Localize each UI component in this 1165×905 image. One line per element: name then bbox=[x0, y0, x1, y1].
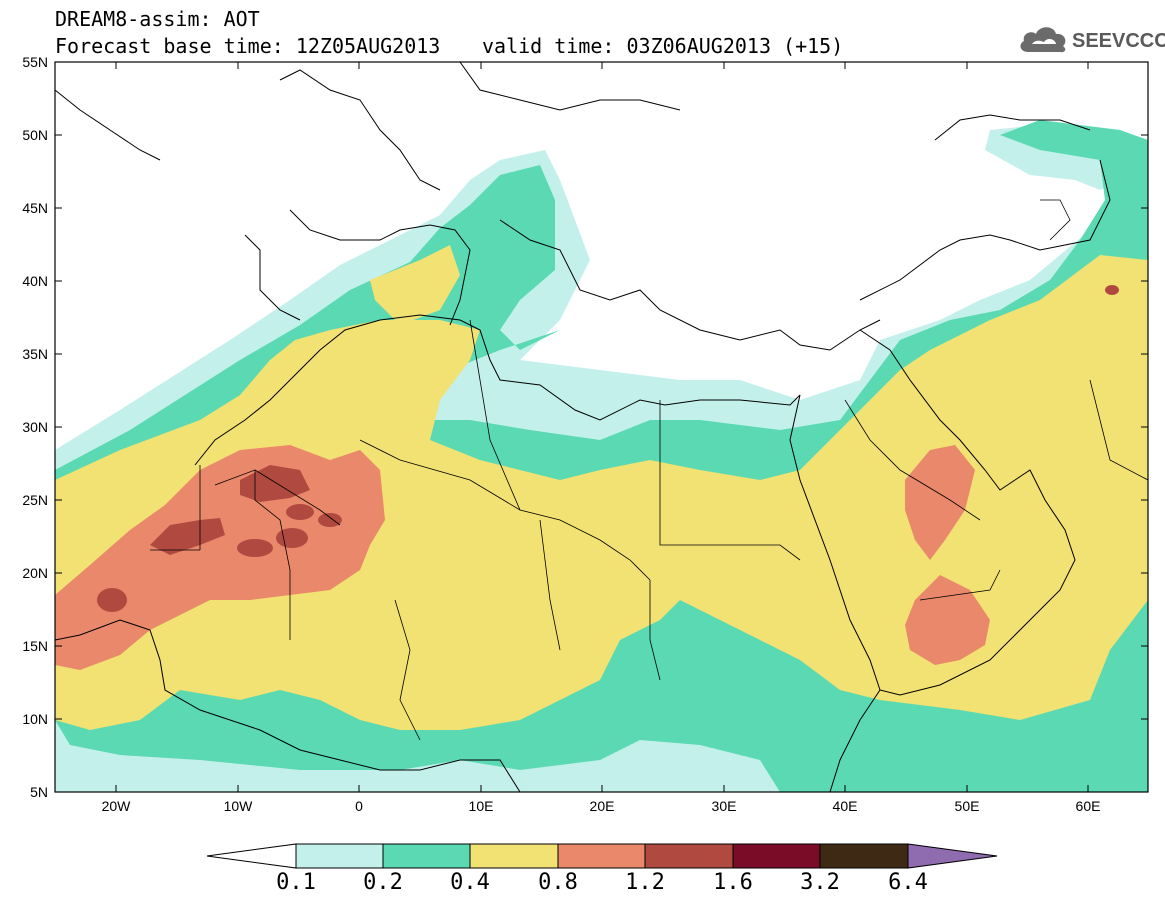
colorbar-label-1.2: 1.2 bbox=[625, 870, 665, 895]
colorbar-segment-1.2 bbox=[644, 843, 734, 869]
colorbar-label-3.2: 3.2 bbox=[800, 870, 840, 895]
lon-label-40e: 40E bbox=[832, 798, 858, 814]
axis-ticks bbox=[55, 61, 1148, 792]
seevccc-logo: SEEVCCC bbox=[1018, 22, 1165, 58]
colorbar-segment-0.8 bbox=[557, 843, 646, 869]
lat-label-20n: 20N bbox=[22, 565, 48, 581]
lon-label-50e: 50E bbox=[954, 798, 980, 814]
lon-label-20e: 20E bbox=[589, 798, 615, 814]
lon-label-10e: 10E bbox=[468, 798, 494, 814]
lon-label-10w: 10W bbox=[223, 798, 253, 814]
colorbar-high-arrow bbox=[907, 843, 998, 869]
lat-label-55n: 55N bbox=[22, 54, 48, 70]
colorbar-segment-1.6 bbox=[732, 843, 821, 869]
lat-label-5n: 5N bbox=[30, 784, 48, 800]
lon-label-60e: 60E bbox=[1075, 798, 1101, 814]
colorbar-segment-3.2 bbox=[819, 843, 909, 869]
aot-band-0.8 bbox=[55, 445, 990, 670]
colorbar-segment-0.4 bbox=[469, 843, 559, 869]
cloud-icon bbox=[1020, 27, 1066, 53]
title-line-2: Forecast base time: 12Z05AUG2013 bbox=[55, 34, 441, 58]
colorbar-label-0.1: 0.1 bbox=[276, 870, 316, 895]
colorbar-label-0.2: 0.2 bbox=[363, 870, 403, 895]
colorbar-label-0.8: 0.8 bbox=[538, 870, 578, 895]
colorbar-label-0.4: 0.4 bbox=[450, 870, 490, 895]
lon-label-20w: 20W bbox=[101, 798, 131, 814]
valid-time: valid time: 03Z06AUG2013 (+15) bbox=[482, 34, 844, 58]
colorbar-segment-0.1 bbox=[295, 843, 384, 869]
colorbar-low-arrow bbox=[206, 843, 297, 869]
colorbar-label-6.4: 6.4 bbox=[888, 870, 928, 895]
lat-label-45n: 45N bbox=[22, 200, 48, 216]
lat-label-50n: 50N bbox=[22, 127, 48, 143]
logo-text: SEEVCCC bbox=[1072, 30, 1165, 52]
colorbar-segment-0.2 bbox=[382, 843, 471, 869]
lat-label-40n: 40N bbox=[22, 273, 48, 289]
lon-label-30e: 30E bbox=[711, 798, 737, 814]
lat-label-25n: 25N bbox=[22, 492, 48, 508]
lat-label-15n: 15N bbox=[22, 638, 48, 654]
aot-band-0.4 bbox=[55, 245, 1148, 730]
title-line-1: DREAM8-assim: AOT bbox=[55, 7, 260, 31]
colorbar-label-1.6: 1.6 bbox=[713, 870, 753, 895]
lon-label-0: 0 bbox=[355, 798, 363, 814]
lat-label-10n: 10N bbox=[22, 711, 48, 727]
coastlines bbox=[55, 62, 1111, 792]
lat-label-35n: 35N bbox=[22, 346, 48, 362]
lat-label-30n: 30N bbox=[22, 419, 48, 435]
colorbar bbox=[206, 843, 998, 869]
country-borders bbox=[150, 199, 1148, 741]
